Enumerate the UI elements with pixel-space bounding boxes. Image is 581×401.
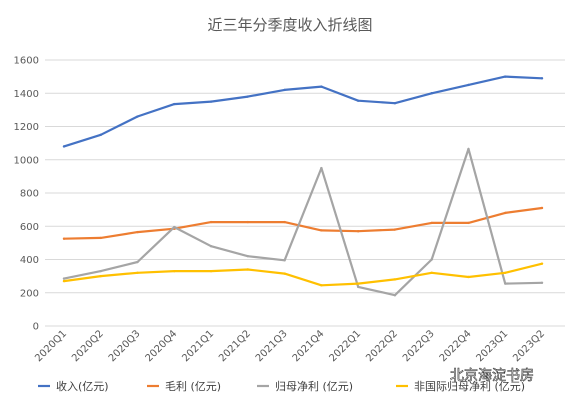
y-tick-label: 800 [20,189,39,200]
data-point [540,77,544,80]
data-point [136,271,139,274]
data-point [173,225,176,229]
data-point [246,220,250,224]
series-line-2 [62,147,544,297]
data-point [356,99,360,102]
data-point [283,88,286,92]
y-tick-label: 400 [20,255,39,266]
x-tick-label: 2021Q3 [254,328,290,364]
x-tick-label: 2023Q2 [511,328,547,364]
x-axis-ticks: 2020Q1 2020Q2 2020Q3 2020Q4 2021Q1 2021Q2 2021… [33,328,547,364]
chart-title: 近三年分季度收入折线图 [207,16,372,34]
watermark-text: 北京海淀书房 [450,368,534,384]
data-point [62,277,66,280]
x-tick-label: 2023Q1 [475,328,511,364]
data-point [62,279,66,283]
data-point [246,254,250,258]
data-point [320,85,323,88]
legend-label: 收入(亿元) [56,379,109,393]
x-tick-label: 2021Q2 [217,328,253,364]
legend: 收入(亿元) 毛利 (亿元) 归母净利 (亿元) 非国际归母净利 (亿元) [38,379,525,393]
data-point [99,274,102,278]
data-point [320,229,323,232]
data-point [356,230,360,233]
data-point [540,281,544,284]
data-point [430,258,433,261]
series-line-0 [62,75,544,148]
data-point [356,282,360,285]
data-point [540,206,544,210]
data-point [136,230,139,234]
data-point [430,271,433,274]
data-point [540,262,544,265]
y-tick-label: 1400 [14,89,39,100]
y-tick-label: 600 [20,222,39,233]
data-point [467,275,470,279]
data-point [504,282,507,285]
data-point [246,268,250,271]
data-point [209,245,213,248]
data-point [393,228,397,231]
data-point [136,260,139,264]
data-point [504,271,507,274]
data-point [393,294,397,297]
series-line-3 [62,262,544,287]
data-point [62,145,66,148]
data-point [283,220,286,224]
x-tick-label: 2020Q2 [70,328,106,364]
data-point [504,211,507,215]
y-tick-label: 1200 [14,122,39,133]
x-tick-label: 2022Q1 [327,328,363,364]
data-point [467,147,470,151]
data-point [393,278,397,281]
x-tick-label: 2020Q3 [107,328,143,364]
data-point [283,272,286,275]
y-tick-label: 200 [20,288,39,299]
data-point [99,236,102,240]
data-point [430,92,433,95]
data-point [467,83,470,87]
data-point [62,237,66,240]
data-point [209,100,213,103]
legend-label: 毛利 (亿元) [165,380,221,393]
x-tick-label: 2022Q3 [401,328,437,364]
y-tick-label: 1600 [14,56,39,67]
data-point [136,115,139,118]
x-tick-label: 2021Q1 [180,328,216,364]
data-point [320,166,323,170]
data-point [209,269,213,273]
data-point [173,269,176,273]
data-point [283,259,286,262]
series-lines [62,75,544,297]
data-point [99,133,102,137]
data-point [467,221,470,225]
grid-lines [45,59,565,327]
data-point [393,102,397,105]
y-tick-label: 1000 [14,155,39,166]
data-point [99,269,102,273]
x-tick-label: 2021Q4 [291,328,327,364]
legend-label: 归母净利 (亿元) [275,379,353,393]
data-point [356,285,360,289]
y-axis-ticks: 0 200 400 600 800 1000 1200 1400 1600 [14,56,39,333]
data-point [320,284,323,287]
x-tick-label: 2020Q4 [144,328,180,364]
y-tick-label: 0 [33,322,39,333]
data-point [430,221,433,225]
data-point [504,75,507,78]
data-point [246,95,250,98]
x-tick-label: 2022Q4 [438,328,474,364]
x-tick-label: 2020Q1 [33,328,69,364]
legend-label: 非国际归母净利 (亿元) [414,379,525,393]
data-point [209,220,213,224]
series-line-1 [62,206,544,240]
x-tick-label: 2022Q2 [364,328,400,364]
data-point [173,102,176,106]
